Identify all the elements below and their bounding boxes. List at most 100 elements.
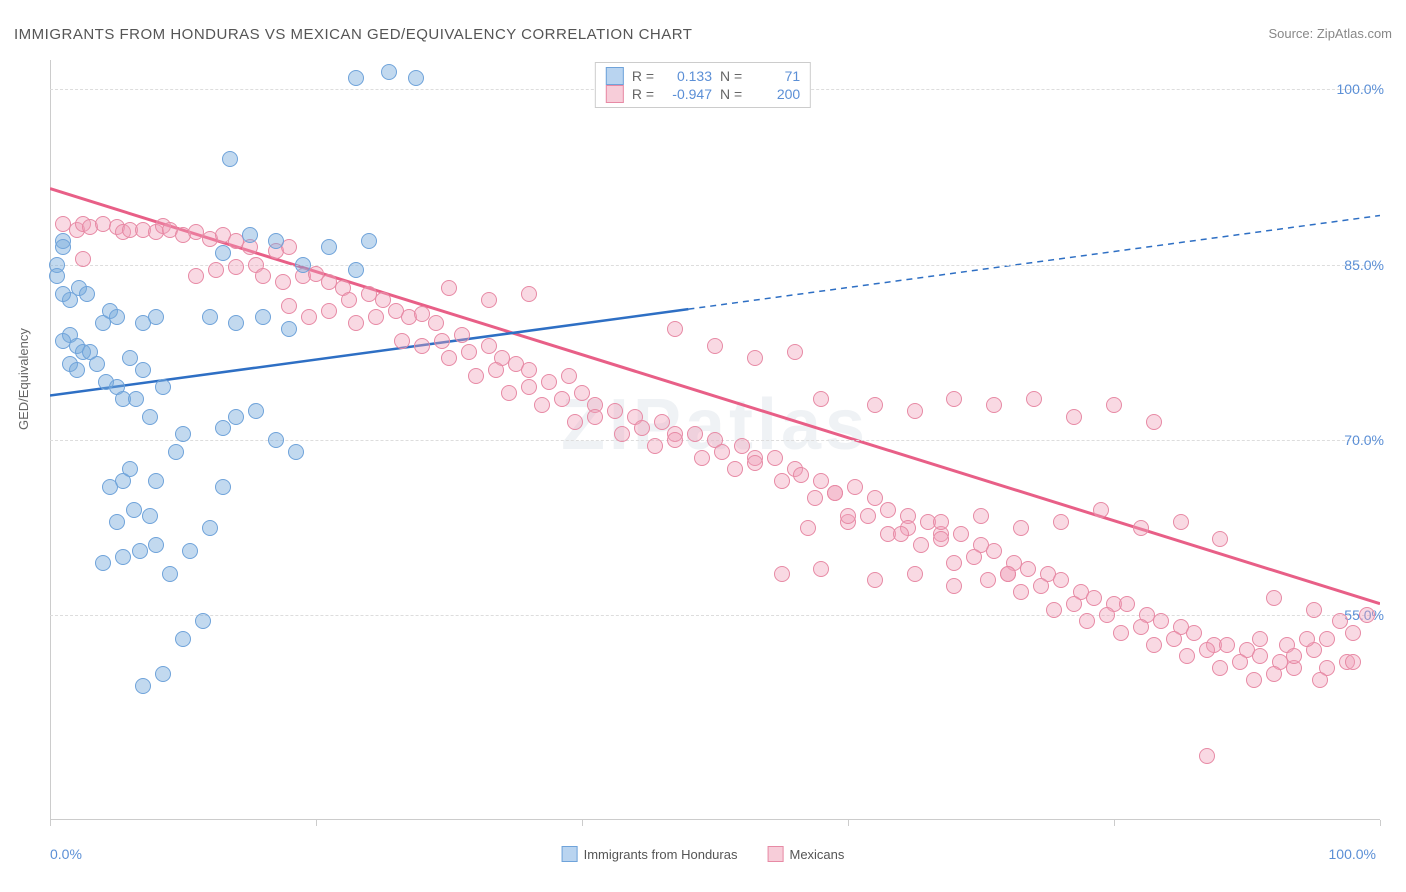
- data-point: [381, 64, 397, 80]
- data-point: [867, 490, 883, 506]
- data-point: [747, 350, 763, 366]
- data-point: [1079, 613, 1095, 629]
- data-point: [587, 409, 603, 425]
- data-point: [634, 420, 650, 436]
- data-point: [867, 397, 883, 413]
- data-point: [1266, 666, 1282, 682]
- data-point: [281, 321, 297, 337]
- stats-r-label: R =: [632, 68, 654, 84]
- data-point: [734, 438, 750, 454]
- data-point: [986, 543, 1002, 559]
- data-point: [793, 467, 809, 483]
- data-point: [813, 391, 829, 407]
- data-point: [1359, 607, 1375, 623]
- data-point: [188, 268, 204, 284]
- data-point: [521, 362, 537, 378]
- data-point: [807, 490, 823, 506]
- data-point: [481, 292, 497, 308]
- data-point: [348, 262, 364, 278]
- stats-box: R = 0.133 N = 71 R = -0.947 N = 200: [595, 62, 811, 108]
- data-point: [361, 233, 377, 249]
- data-point: [1266, 590, 1282, 606]
- data-point: [1013, 584, 1029, 600]
- data-point: [1286, 648, 1302, 664]
- data-point: [1046, 602, 1062, 618]
- data-point: [434, 333, 450, 349]
- data-point: [986, 397, 1002, 413]
- data-point: [1299, 631, 1315, 647]
- data-point: [148, 309, 164, 325]
- data-point: [255, 309, 271, 325]
- data-point: [521, 286, 537, 302]
- source-label: Source: ZipAtlas.com: [1268, 26, 1392, 41]
- data-point: [1093, 502, 1109, 518]
- data-point: [49, 268, 65, 284]
- data-point: [840, 508, 856, 524]
- data-point: [1199, 748, 1215, 764]
- data-point: [295, 257, 311, 273]
- data-point: [75, 251, 91, 267]
- data-point: [122, 350, 138, 366]
- data-point: [55, 286, 71, 302]
- data-point: [1186, 625, 1202, 641]
- data-point: [162, 566, 178, 582]
- data-point: [727, 461, 743, 477]
- data-point: [907, 566, 923, 582]
- data-point: [1252, 648, 1268, 664]
- data-point: [202, 309, 218, 325]
- data-point: [767, 450, 783, 466]
- data-point: [109, 309, 125, 325]
- data-point: [707, 338, 723, 354]
- x-axis-min-label: 0.0%: [50, 846, 82, 862]
- data-point: [428, 315, 444, 331]
- data-point: [667, 321, 683, 337]
- data-point: [561, 368, 577, 384]
- data-point: [774, 473, 790, 489]
- data-point: [1000, 566, 1016, 582]
- y-tick-label: 85.0%: [1314, 257, 1384, 273]
- data-point: [554, 391, 570, 407]
- data-point: [567, 414, 583, 430]
- stats-row: R = 0.133 N = 71: [606, 67, 800, 85]
- stats-n-label: N =: [720, 68, 742, 84]
- data-point: [813, 561, 829, 577]
- data-point: [913, 537, 929, 553]
- data-point: [1133, 520, 1149, 536]
- data-point: [288, 444, 304, 460]
- data-point: [1020, 561, 1036, 577]
- data-point: [175, 631, 191, 647]
- data-point: [521, 379, 537, 395]
- data-point: [654, 414, 670, 430]
- data-point: [933, 531, 949, 547]
- data-point: [1086, 590, 1102, 606]
- y-axis-label: GED/Equivalency: [16, 328, 31, 430]
- data-point: [667, 432, 683, 448]
- data-point: [368, 309, 384, 325]
- data-point: [281, 298, 297, 314]
- data-point: [966, 549, 982, 565]
- data-point: [488, 362, 504, 378]
- data-point: [800, 520, 816, 536]
- data-point: [195, 613, 211, 629]
- data-point: [1332, 613, 1348, 629]
- stats-swatch-icon: [606, 85, 624, 103]
- data-point: [1232, 654, 1248, 670]
- data-point: [614, 426, 630, 442]
- x-tick-mark: [50, 820, 51, 826]
- data-point: [481, 338, 497, 354]
- chart-container: IMMIGRANTS FROM HONDURAS VS MEXICAN GED/…: [0, 0, 1406, 892]
- data-point: [694, 450, 710, 466]
- data-point: [880, 502, 896, 518]
- data-point: [973, 508, 989, 524]
- data-point: [607, 403, 623, 419]
- data-point: [1053, 572, 1069, 588]
- data-point: [109, 514, 125, 530]
- data-point: [980, 572, 996, 588]
- data-point: [1133, 619, 1149, 635]
- data-point: [142, 508, 158, 524]
- data-point: [135, 678, 151, 694]
- data-point: [541, 374, 557, 390]
- data-point: [1179, 648, 1195, 664]
- data-point: [102, 479, 118, 495]
- data-point: [534, 397, 550, 413]
